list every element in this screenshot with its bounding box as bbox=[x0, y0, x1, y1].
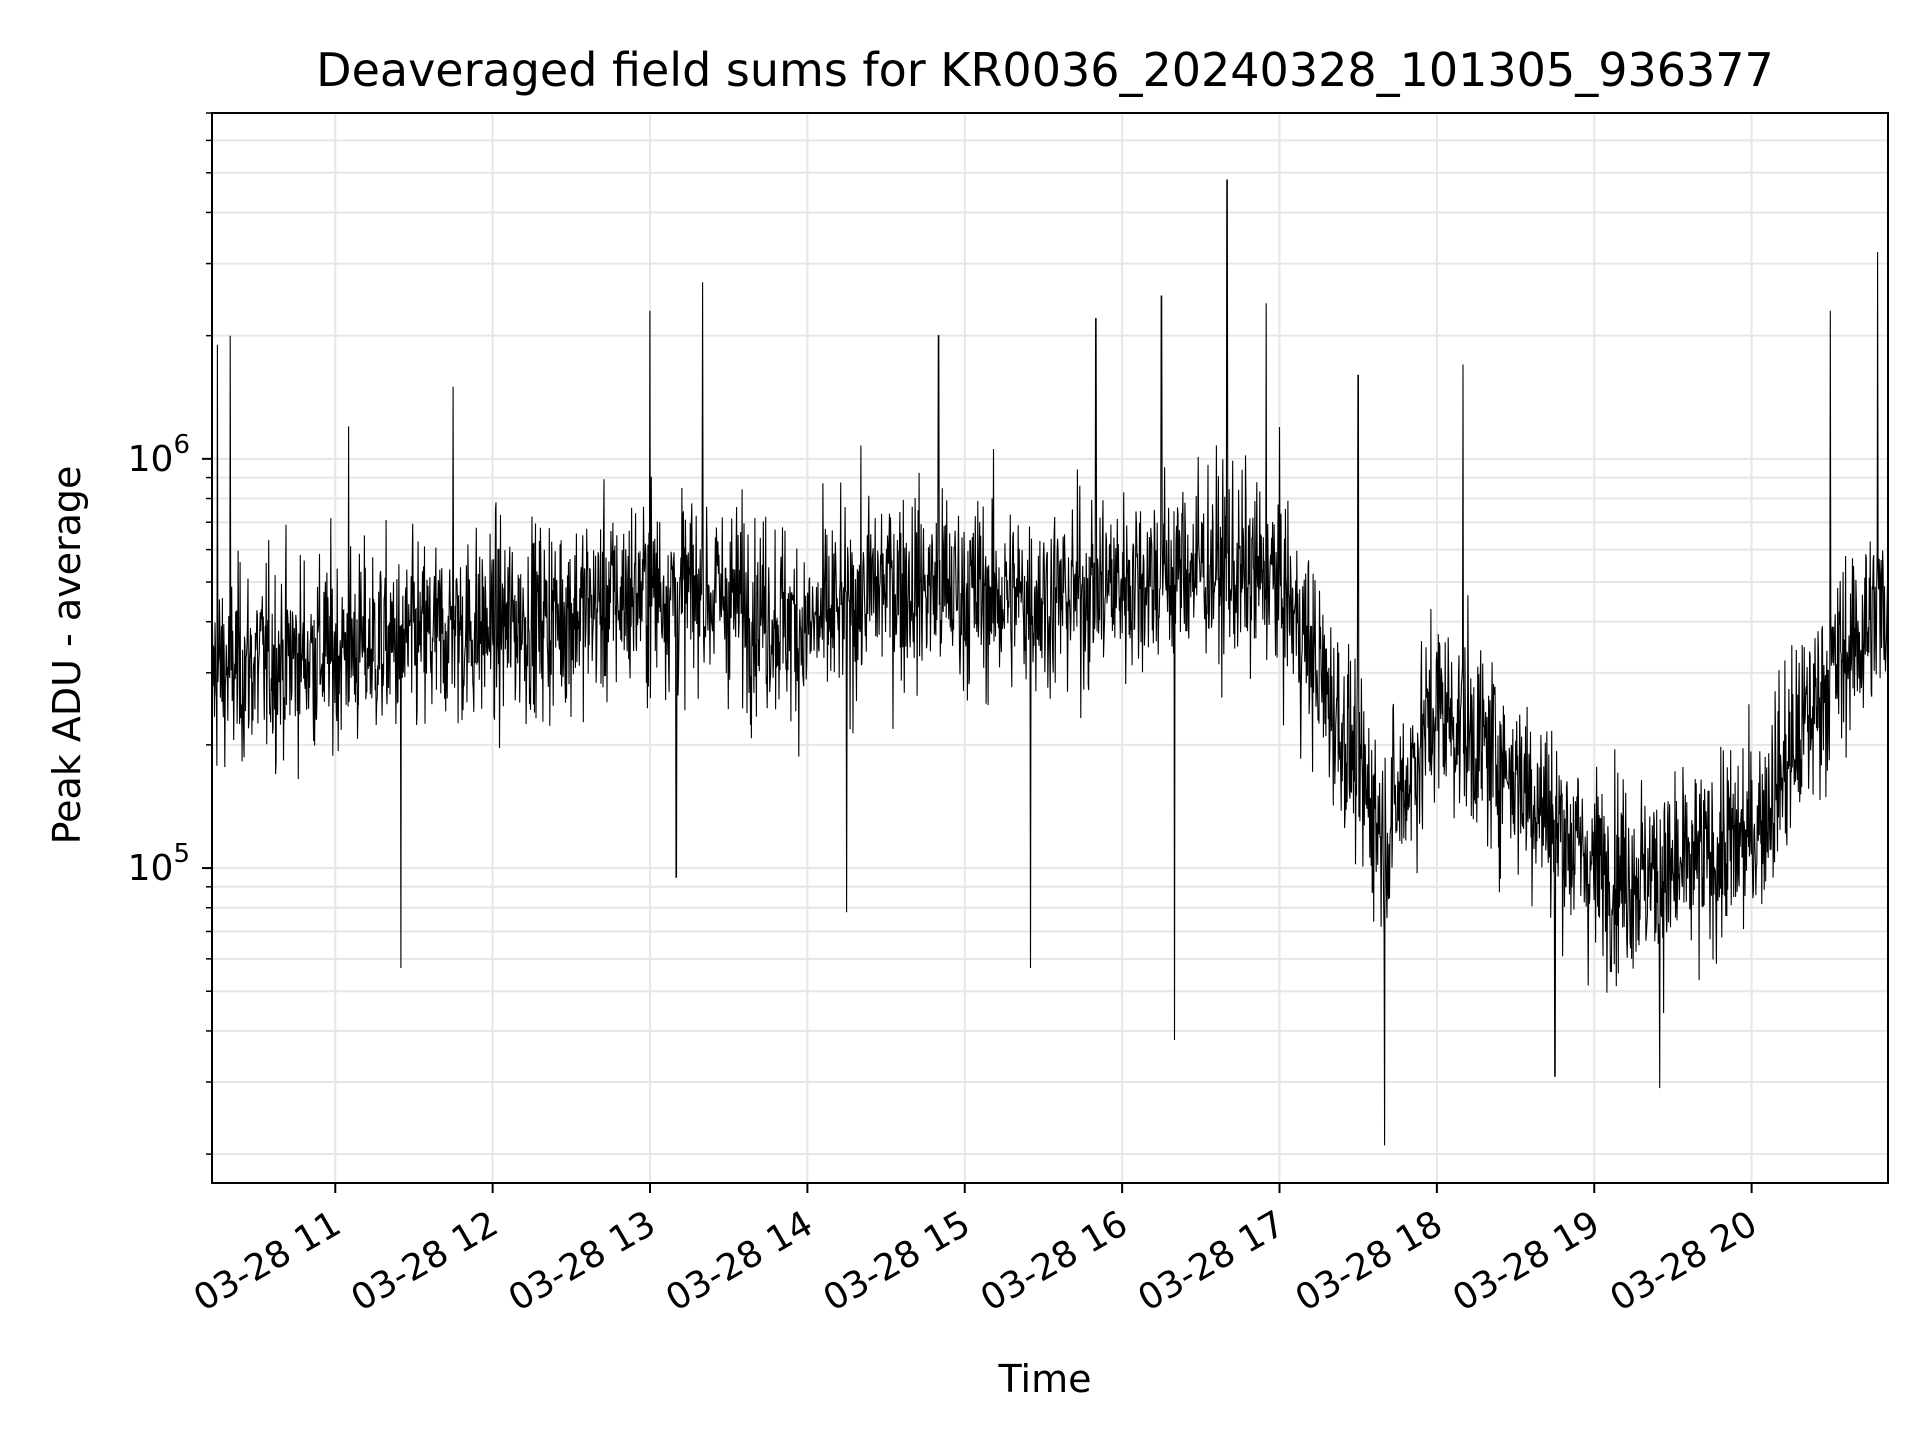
y-tick-label: 106 bbox=[128, 430, 190, 480]
chart-title: Deaveraged field sums for KR0036_2024032… bbox=[316, 43, 1774, 97]
y-tick-label: 105 bbox=[128, 839, 190, 889]
series-layer bbox=[211, 179, 1889, 1146]
y-axis-ticks: 105 106 bbox=[128, 112, 212, 1155]
series-line bbox=[211, 179, 1889, 1146]
plot-frame bbox=[211, 112, 1889, 1184]
grid-lines bbox=[212, 112, 1888, 1183]
x-axis-label: Time bbox=[998, 1357, 1092, 1401]
y-axis-label: Peak ADU - average bbox=[45, 466, 89, 845]
